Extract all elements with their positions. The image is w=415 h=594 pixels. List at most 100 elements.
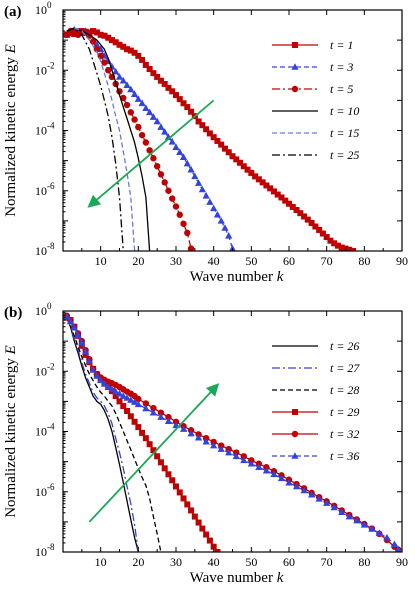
- data-point: [169, 88, 176, 95]
- data-point: [108, 37, 115, 44]
- data-point: [225, 448, 233, 456]
- y-tick-label: 10-2: [35, 60, 55, 77]
- data-point: [127, 109, 134, 116]
- data-point: [184, 229, 191, 237]
- data-point: [237, 159, 244, 166]
- legend-label-3: t = 29: [330, 405, 359, 419]
- data-point: [153, 117, 161, 125]
- data-point: [300, 486, 308, 494]
- legend-label-0: t = 1: [330, 38, 353, 52]
- x-tick-label: 20: [132, 555, 144, 569]
- x-tick-label: 60: [283, 555, 295, 569]
- data-point: [157, 77, 164, 84]
- legend-marker: [291, 85, 299, 93]
- data-point: [165, 187, 172, 194]
- data-point: [334, 242, 341, 249]
- x-axis-label: Wave number k: [190, 570, 284, 586]
- data-point: [390, 540, 399, 548]
- data-point: [262, 466, 270, 474]
- data-point: [312, 223, 319, 230]
- data-point: [270, 188, 277, 195]
- legend-label-4: t = 15: [330, 126, 359, 140]
- data-point: [90, 28, 97, 35]
- data-point: [116, 398, 123, 405]
- data-point: [267, 185, 274, 192]
- legend-label-3: t = 10: [330, 104, 359, 118]
- data-point: [120, 43, 127, 50]
- y-axis-symbol: E: [3, 44, 19, 54]
- data-point: [120, 403, 127, 410]
- legend-marker: [291, 430, 299, 438]
- data-point: [188, 108, 195, 115]
- data-point: [134, 95, 142, 102]
- data-point: [169, 477, 176, 484]
- data-point: [218, 141, 225, 148]
- data-point: [206, 130, 213, 137]
- data-point: [289, 203, 296, 210]
- data-point: [308, 220, 315, 227]
- x-tick-label: 10: [95, 254, 107, 268]
- data-point: [146, 441, 153, 448]
- data-point: [124, 407, 131, 414]
- series-line-5: [66, 27, 124, 251]
- data-point: [161, 128, 169, 135]
- data-point: [210, 543, 217, 550]
- data-point: [161, 80, 168, 87]
- data-point: [130, 90, 139, 98]
- x-tick-label: 50: [245, 254, 257, 268]
- data-point: [150, 404, 157, 412]
- data-point: [78, 342, 85, 349]
- x-tick-label: 40: [208, 555, 220, 569]
- data-point: [153, 163, 161, 170]
- data-point: [308, 490, 316, 498]
- data-point: [179, 153, 188, 160]
- data-point: [104, 383, 112, 390]
- data-point: [247, 459, 255, 467]
- x-tick-label: 40: [208, 254, 220, 268]
- data-point: [108, 385, 116, 393]
- data-point: [176, 489, 183, 496]
- data-point: [198, 185, 206, 193]
- y-tick-exponent: -8: [47, 241, 55, 251]
- data-point: [93, 45, 101, 53]
- data-point: [115, 389, 124, 397]
- data-point: [112, 67, 120, 75]
- data-point: [221, 145, 228, 152]
- data-point: [248, 169, 255, 176]
- data-point: [210, 204, 218, 212]
- data-point: [304, 216, 311, 223]
- data-point: [161, 465, 168, 472]
- data-point: [233, 156, 240, 163]
- y-axis-label: Normalized kinetic energy E: [3, 44, 19, 217]
- x-axis-label: Wave number k: [190, 269, 284, 285]
- data-point: [146, 108, 154, 116]
- data-point: [131, 418, 138, 425]
- data-point: [301, 213, 308, 220]
- data-point: [350, 248, 357, 251]
- data-point: [173, 92, 179, 99]
- data-point: [97, 376, 105, 384]
- data-point: [184, 104, 191, 111]
- data-point: [213, 210, 222, 218]
- plot-area: [63, 26, 357, 251]
- data-point: [240, 163, 247, 170]
- data-point: [368, 525, 376, 532]
- data-point: [116, 41, 123, 48]
- data-point: [217, 445, 225, 452]
- data-point: [210, 441, 218, 449]
- data-point: [161, 179, 168, 186]
- legend-label-0: t = 26: [330, 339, 359, 353]
- data-point: [119, 392, 127, 399]
- data-point: [154, 73, 161, 80]
- data-point: [142, 404, 150, 412]
- data-point: [139, 56, 146, 63]
- data-point: [179, 425, 188, 432]
- data-point: [119, 76, 127, 84]
- data-point: [142, 435, 149, 442]
- data-point: [142, 61, 149, 68]
- data-point: [259, 179, 266, 186]
- y-tick-exponent: -2: [47, 60, 55, 70]
- data-point: [263, 182, 270, 189]
- data-point: [131, 49, 138, 56]
- x-tick-label: 30: [170, 254, 182, 268]
